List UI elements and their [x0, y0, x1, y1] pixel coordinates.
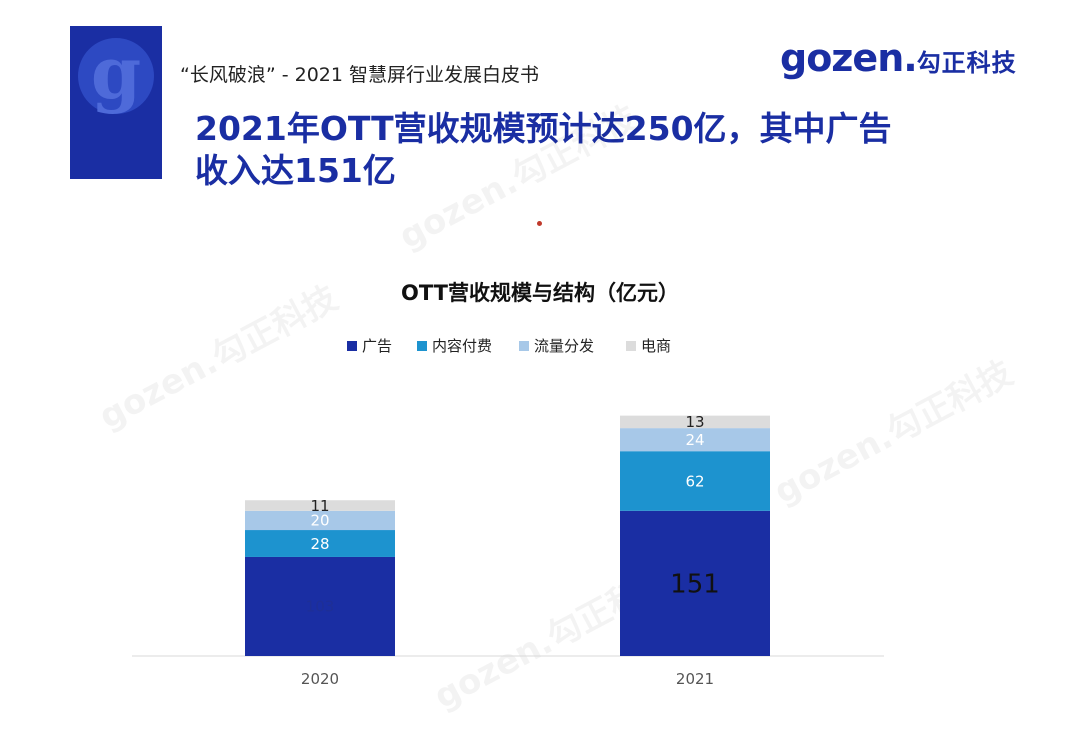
brand-logo: gozen.勾正科技 [780, 36, 1017, 80]
chart-title: OTT营收规模与结构（亿元） [401, 281, 679, 305]
logo-letter: g [90, 30, 142, 115]
data-label-2021-0: 151 [670, 570, 720, 600]
legend-label-0: 广告 [362, 337, 392, 355]
bar-segment-2020-3 [245, 500, 395, 511]
brand-latin: gozen. [780, 36, 918, 80]
logo-circle [78, 38, 154, 114]
brand-cn: 勾正科技 [916, 49, 1017, 77]
bar-segment-2021-1 [620, 451, 770, 511]
data-label-2020-0: 103 [306, 598, 335, 616]
legend-label-3: 电商 [641, 337, 671, 355]
logo-block: g [70, 26, 162, 179]
data-label-2021-2: 24 [685, 431, 704, 449]
bar-segment-2020-0 [245, 556, 395, 656]
legend-swatch-3 [626, 341, 636, 351]
data-label-2021-1: 62 [685, 472, 704, 490]
data-label-2020-1: 28 [310, 535, 329, 553]
bar-segment-2021-2 [620, 428, 770, 452]
legend-swatch-1 [417, 341, 427, 351]
legend-label-1: 内容付费 [432, 337, 492, 355]
bar-segment-2021-0 [620, 510, 770, 656]
x-tick-label-2021: 2021 [676, 670, 714, 688]
legend-swatch-0 [347, 341, 357, 351]
page-title-line1: 2021年OTT营收规模预计达250亿，其中广告 [195, 109, 892, 148]
legend-label-2: 流量分发 [534, 337, 594, 355]
x-tick-label-2020: 2020 [301, 670, 339, 688]
page-title-line2: 收入达151亿 [195, 151, 396, 190]
bar-segment-2020-1 [245, 530, 395, 557]
red-dot [537, 221, 542, 226]
report-subtitle: “长风破浪” - 2021 智慧屏行业发展白皮书 [180, 64, 540, 86]
data-label-2020-2: 20 [310, 512, 329, 530]
data-label-2021-3: 13 [685, 413, 704, 431]
bar-segment-2020-2 [245, 510, 395, 531]
data-label-2020-3: 11 [310, 497, 329, 515]
page-title: 2021年OTT营收规模预计达250亿，其中广告 收入达151亿 [195, 108, 955, 192]
bar-segment-2021-3 [620, 415, 770, 429]
legend-swatch-2 [519, 341, 529, 351]
